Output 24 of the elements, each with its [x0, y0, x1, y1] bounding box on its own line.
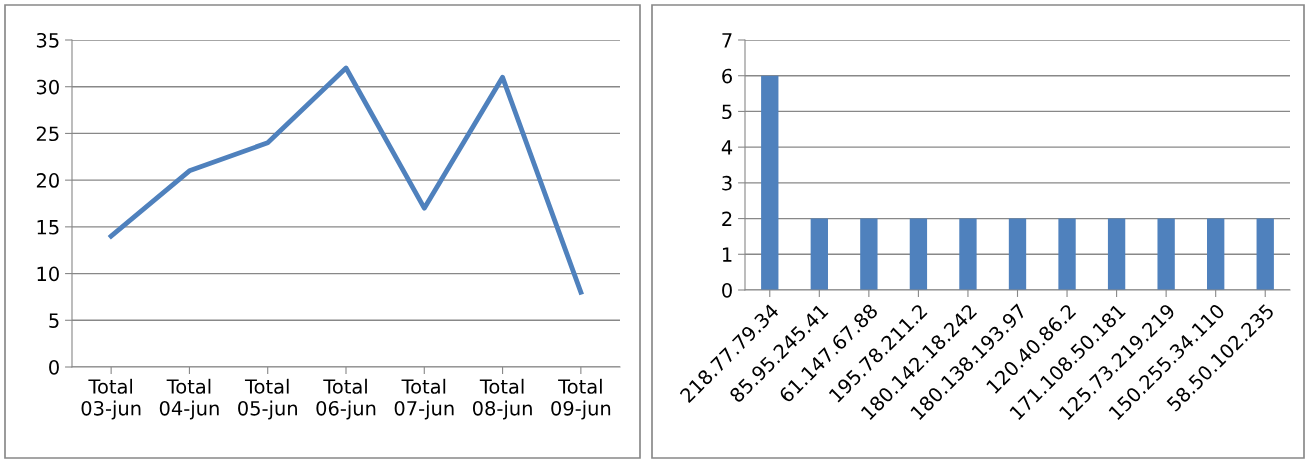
y-tick-label: 3 [722, 175, 732, 191]
y-tick-label: 6 [722, 68, 732, 84]
y-tick-label: 4 [721, 140, 733, 155]
y-tick-label: 20 [36, 173, 59, 188]
line-series [108, 65, 584, 295]
y-tick-label: 10 [37, 266, 59, 282]
y-tick-label: 5 [49, 313, 59, 328]
y-tick-label: 25 [36, 126, 59, 142]
x-tick-label: Total 07-jun [394, 378, 454, 420]
y-tick-label: 7 [722, 33, 732, 48]
y-tick-label: 1 [722, 247, 732, 262]
x-tick-label: Total 05-jun [238, 378, 297, 420]
x-tick-label: Total 09-jun [551, 378, 611, 420]
y-tick-label: 2 [722, 211, 732, 226]
x-tick-label: Total 04-jun [159, 378, 219, 420]
y-tick-label: 15 [37, 220, 59, 235]
x-tick-label: Total 03-jun [81, 378, 141, 420]
y-tick-label: 5 [722, 104, 732, 120]
x-tick-label: Total 08-jun [472, 378, 532, 420]
y-tick-label: 30 [36, 79, 59, 95]
y-tick-label: 0 [49, 359, 59, 375]
y-tick-label: 35 [36, 32, 59, 48]
x-tick-label: Total 06-jun [316, 378, 376, 420]
y-tick-label: 0 [722, 282, 732, 298]
